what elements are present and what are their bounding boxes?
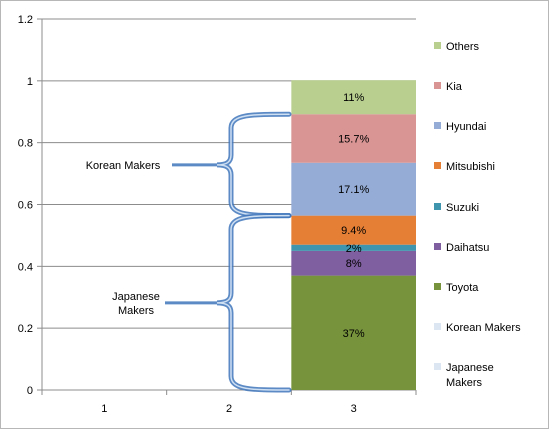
y-tick-label: 0 (27, 385, 33, 397)
legend-swatch (434, 162, 441, 169)
legend-swatch (434, 122, 441, 129)
curly-brace (216, 213, 292, 393)
legend-label: Suzuki (446, 202, 479, 214)
x-tick-label: 3 (351, 403, 357, 415)
y-tick-label: 0.8 (18, 138, 33, 150)
y-tick-label: 0.4 (18, 261, 33, 273)
data-label: 37% (343, 328, 365, 340)
curly-brace (216, 111, 292, 219)
x-tick-label: 1 (101, 403, 107, 415)
legend-swatch (434, 42, 441, 49)
legend-label: Korean Makers (446, 322, 521, 334)
bar-segment-daihatsu (291, 250, 416, 276)
legend-label: Japanese Makers (446, 362, 494, 389)
legend-label: Kia (446, 81, 463, 93)
legend-swatch (434, 323, 441, 330)
legend-label: Daihatsu (446, 242, 489, 254)
data-label: 9.4% (341, 225, 366, 237)
data-label: 15.7% (338, 133, 369, 145)
legend-label: Others (446, 41, 480, 53)
data-label: 8% (346, 258, 362, 270)
bar-segment-hyundai (291, 162, 416, 216)
bar-segment-toyota (291, 275, 416, 390)
annotations: Korean Makers Japanese Makers (86, 111, 292, 393)
axes: 0 0.2 0.4 0.6 0.8 1 1.2 1 2 3 (18, 14, 417, 415)
data-label: 11% (343, 92, 364, 104)
bars: 37% 8% 2% 9.4% 17.1% 15.7% 11% (291, 80, 416, 390)
legend-swatch (434, 283, 441, 290)
y-tick-label: 0.2 (18, 323, 33, 335)
legend: Others Kia Hyundai Mitsubishi Suzuki Daihatsu… (434, 41, 521, 389)
bar-segment-mitsubishi (291, 215, 416, 245)
annotation-label: Korean Makers (86, 160, 161, 172)
bar-segment-others (291, 80, 416, 115)
legend-label: Mitsubishi (446, 161, 495, 173)
legend-swatch (434, 363, 441, 370)
bar-segment-kia (291, 114, 416, 163)
y-tick-label: 0.6 (18, 200, 33, 212)
legend-label: Hyundai (446, 121, 486, 133)
y-tick-label: 1 (27, 76, 33, 88)
annotation-label: Japanese Makers (112, 291, 160, 317)
x-tick-label: 2 (226, 403, 232, 415)
bar-segment-suzuki (291, 244, 416, 251)
data-label: 2% (346, 243, 362, 255)
data-label: 17.1% (338, 184, 369, 196)
legend-swatch (434, 243, 441, 250)
y-tick-label: 1.2 (18, 14, 33, 26)
legend-swatch (434, 82, 441, 89)
legend-swatch (434, 203, 441, 210)
legend-label: Toyota (446, 282, 479, 294)
